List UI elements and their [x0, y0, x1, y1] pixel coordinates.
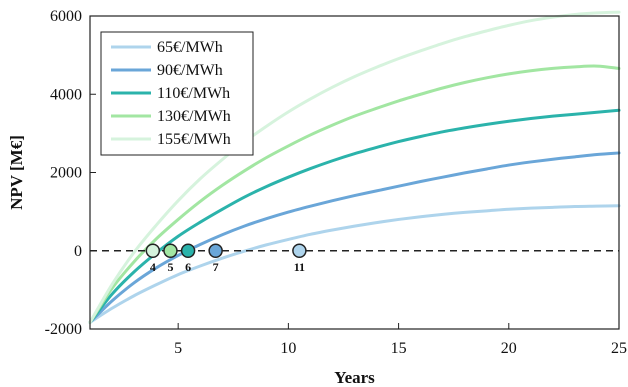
y-axis-ticks: -2000 0 2000 4000 6000: [45, 8, 96, 338]
breakeven-marker-label: 7: [213, 260, 219, 274]
series-line-4: [88, 10, 621, 324]
y-tick-label: 2000: [50, 165, 82, 182]
breakeven-marker: [180, 243, 196, 258]
breakeven-marker-label: 4: [150, 260, 156, 274]
legend-label: 90€/MWh: [157, 62, 223, 79]
y-tick-label: 0: [74, 243, 82, 260]
legend-label: 155€/MWh: [157, 131, 231, 148]
series-line-2: [88, 108, 621, 324]
legend-label: 65€/MWh: [157, 39, 223, 56]
y-axis-title: NPV [M€]: [7, 135, 26, 210]
legend: 65€/MWh 90€/MWh 110€/MWh 130€/MWh 155€/MWh: [100, 31, 254, 156]
series-line-0: [88, 204, 621, 324]
legend-label: 110€/MWh: [157, 85, 230, 102]
breakeven-markers-layer: 4 5 6 7 11: [145, 243, 307, 274]
y-tick-label: 6000: [50, 8, 82, 25]
breakeven-marker-label: 5: [167, 260, 173, 274]
y-tick-label: 4000: [50, 86, 82, 103]
breakeven-marker: [208, 243, 223, 258]
breakeven-marker-label: 6: [185, 260, 191, 274]
x-tick-label: 5: [174, 340, 182, 357]
breakeven-marker-label: 11: [294, 260, 305, 274]
x-tick-label: 10: [280, 340, 296, 357]
x-axis-ticks: 5 10 15 20 25: [174, 323, 627, 357]
breakeven-marker: [163, 243, 178, 258]
series-line-1: [88, 151, 621, 324]
x-axis-title: Years: [334, 368, 375, 387]
x-tick-label: 20: [501, 340, 517, 357]
series-line-3: [88, 64, 621, 324]
x-tick-label: 25: [611, 340, 627, 357]
series-lines-layer: [88, 10, 621, 324]
breakeven-marker: [292, 243, 307, 258]
breakeven-marker: [145, 243, 161, 258]
legend-label: 130€/MWh: [157, 108, 231, 125]
x-tick-label: 15: [391, 340, 407, 357]
y-tick-label: -2000: [45, 321, 82, 338]
